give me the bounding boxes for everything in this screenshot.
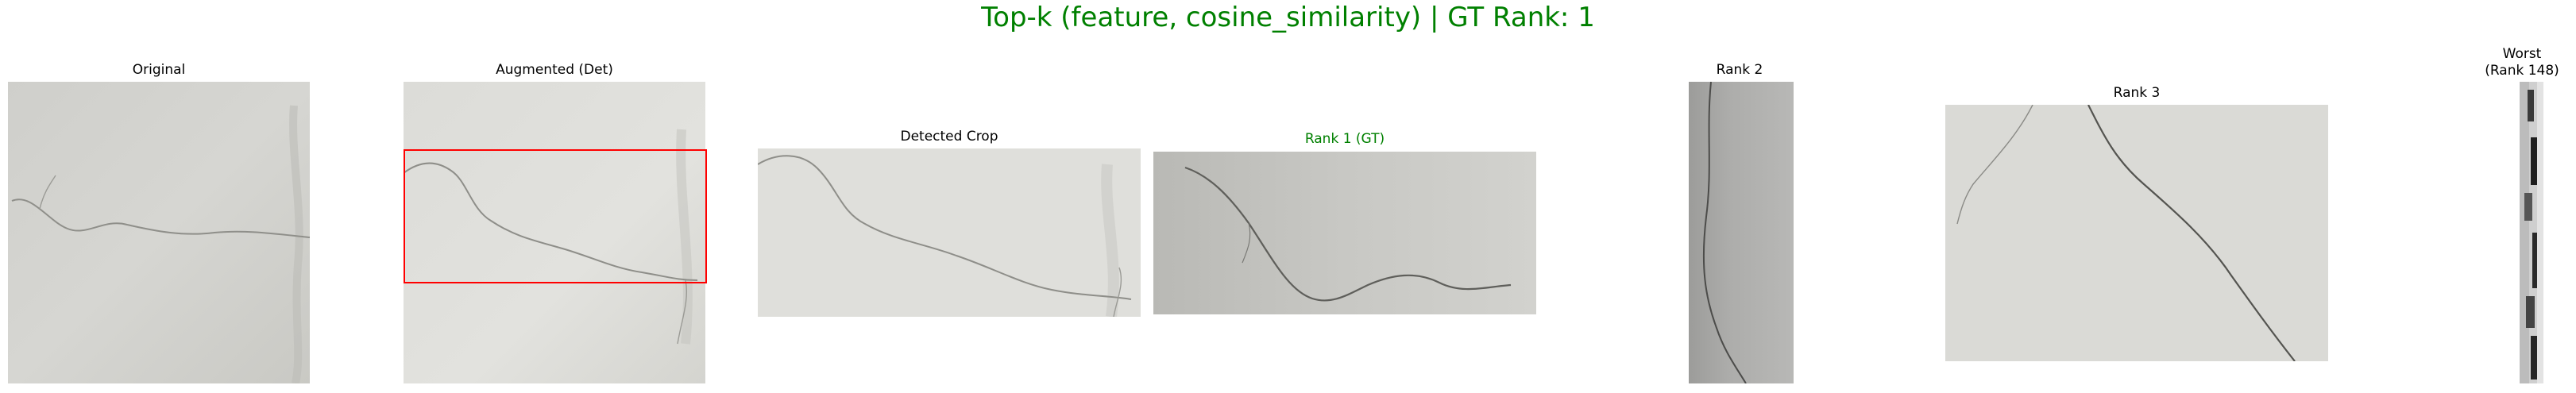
panel-title-worst: Worst (Rank 148) (2485, 46, 2559, 79)
panel-title-rank3: Rank 3 (2113, 85, 2161, 101)
image-detected-crop (758, 148, 1141, 317)
image-rank2 (1689, 82, 1794, 383)
panel-title-augmented: Augmented (Det) (496, 62, 613, 78)
panel-title-rank1: Rank 1 (GT) (1304, 131, 1385, 147)
image-rank3 (1945, 105, 2328, 361)
image-worst (2520, 82, 2543, 383)
panel-title-rank2: Rank 2 (1716, 62, 1763, 78)
image-rank1 (1153, 152, 1536, 314)
figure-title: Top-k (feature, cosine_similarity) | GT … (981, 2, 1595, 33)
image-original (8, 82, 310, 383)
detection-box (404, 149, 707, 283)
panel-title-detected-crop: Detected Crop (900, 129, 998, 144)
panel-title-original: Original (132, 62, 186, 78)
image-augmented (404, 82, 705, 383)
